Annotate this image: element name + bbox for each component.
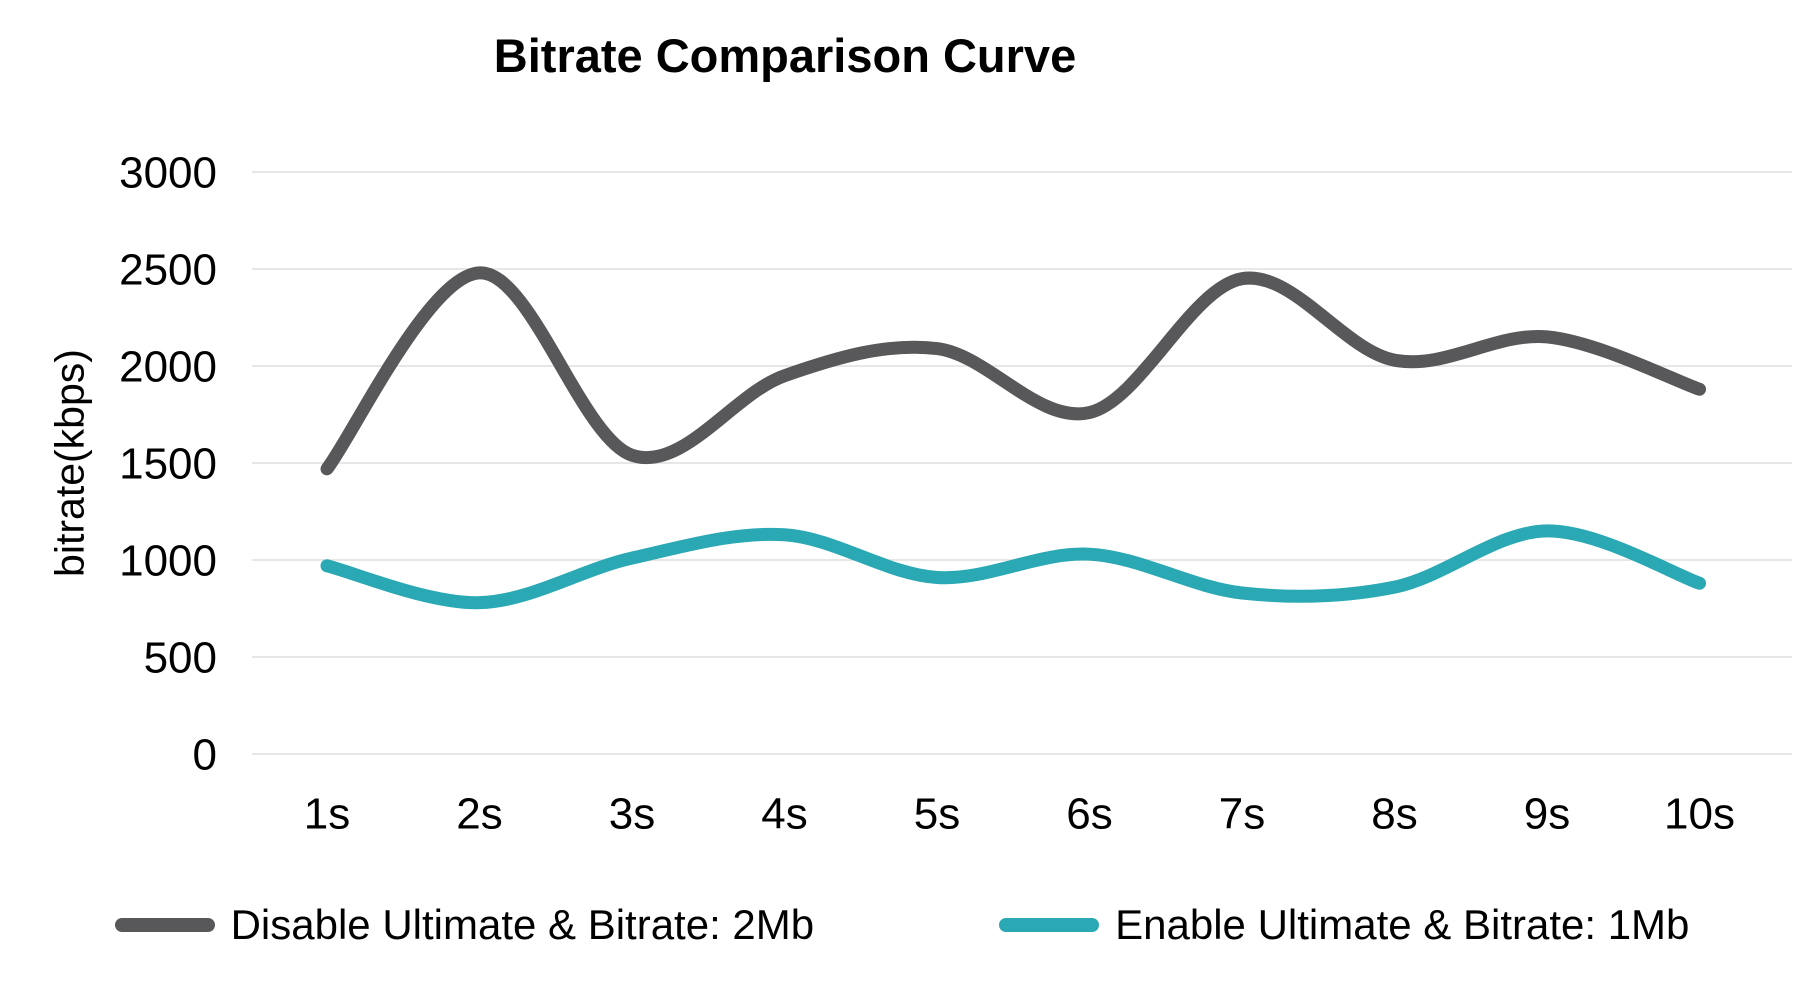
x-tick-label: 9s [1524, 789, 1570, 838]
x-tick-label: 1s [304, 789, 350, 838]
legend-label: Enable Ultimate & Bitrate: 1Mb [1115, 901, 1690, 948]
x-tick-label: 10s [1664, 789, 1735, 838]
y-tick-label: 0 [193, 730, 217, 779]
legend-item-1: Enable Ultimate & Bitrate: 1Mb [999, 901, 1689, 949]
y-tick-label: 500 [144, 633, 217, 682]
x-tick-label: 5s [914, 789, 960, 838]
legend-label: Disable Ultimate & Bitrate: 2Mb [230, 901, 815, 948]
y-tick-label: 2000 [119, 342, 217, 391]
y-tick-label: 1500 [119, 439, 217, 488]
x-tick-label: 2s [456, 789, 502, 838]
plot-area: 0 500 1000 1500 2000 2500 3000 1s 2s 3s 4s 5s 6s 7s 8s… [119, 148, 1792, 838]
x-tick-label: 7s [1219, 789, 1265, 838]
legend-swatch-icon [999, 918, 1100, 932]
legend-item-0: Disable Ultimate & Bitrate: 2Mb [114, 901, 815, 949]
y-tick-label: 2500 [119, 245, 217, 294]
series-line-1 [320, 524, 1706, 610]
legend: Disable Ultimate & Bitrate: 2Mb Enable Ul… [0, 901, 1804, 949]
series-line-0 [320, 266, 1706, 476]
x-tick-label: 6s [1066, 789, 1112, 838]
x-tick-label: 3s [609, 789, 655, 838]
legend-swatch-icon [114, 918, 215, 932]
x-tick-label: 4s [761, 789, 807, 838]
x-tick-label: 8s [1371, 789, 1417, 838]
chart-title: Bitrate Comparison Curve [493, 29, 1077, 82]
y-tick-label: 3000 [119, 148, 217, 197]
y-tick-label: 1000 [119, 536, 217, 585]
